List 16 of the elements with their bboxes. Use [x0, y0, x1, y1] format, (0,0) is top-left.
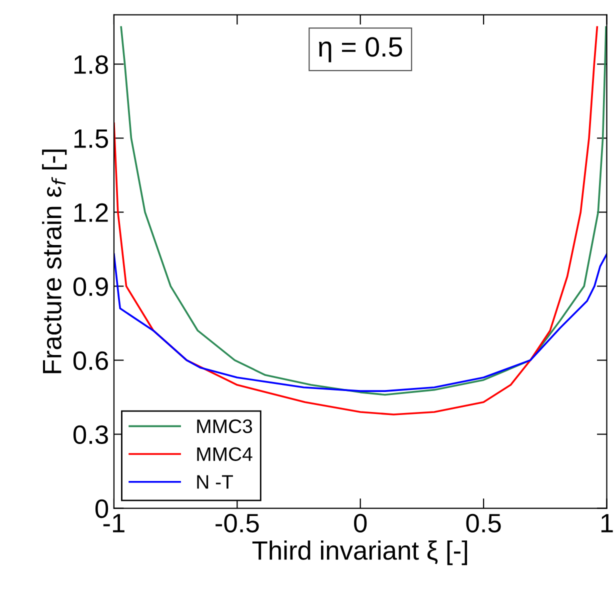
- y-tick-label: 1.8: [74, 55, 108, 74]
- y-tick-label: 1.2: [74, 203, 108, 222]
- x-tick-label: 0: [354, 514, 367, 533]
- y-tick-label: 1.5: [74, 130, 108, 148]
- x-axis-title: Third invariant ξ [-]: [252, 540, 468, 566]
- y-axis-title: Fracture strain ε$_{f}$ [-]: [42, 150, 67, 374]
- y-tick-label: 0.6: [73, 351, 108, 370]
- legend-label: MMC4: [197, 447, 252, 462]
- y-tick-label: 0.3: [73, 425, 108, 444]
- legend-label: MMC3: [197, 419, 252, 434]
- annotation: η = 0.5: [318, 37, 402, 62]
- x-tick-label: 1: [601, 514, 613, 532]
- x-tick-label: -0.5: [216, 514, 259, 533]
- y-tick-label: 0.9: [73, 277, 108, 296]
- x-tick-label: 0.5: [466, 514, 501, 533]
- legend-label: N -T: [197, 475, 233, 489]
